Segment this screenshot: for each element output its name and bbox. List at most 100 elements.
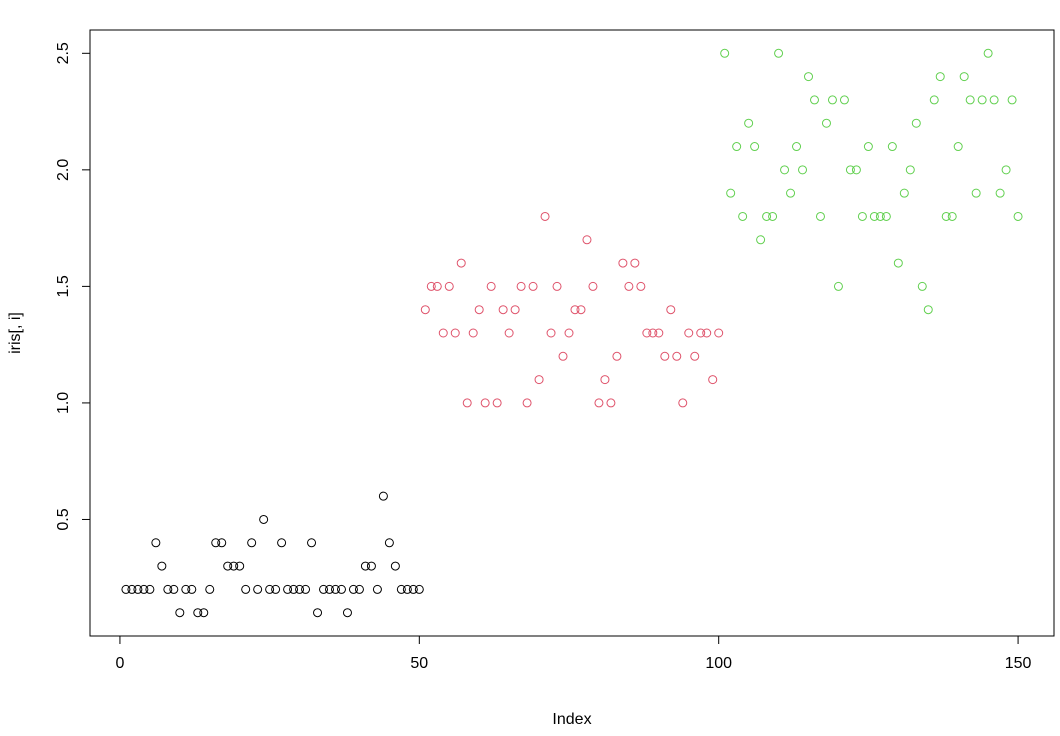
data-point	[821, 118, 831, 128]
data-point	[426, 281, 436, 291]
data-point	[863, 142, 873, 152]
data-point	[624, 281, 634, 291]
data-point	[1007, 95, 1017, 105]
data-point	[199, 608, 209, 618]
data-point	[474, 305, 484, 315]
data-point	[815, 211, 825, 221]
data-point	[319, 584, 329, 594]
data-point	[390, 561, 400, 571]
plot-frame	[89, 29, 1055, 637]
data-point	[450, 328, 460, 338]
data-point	[618, 258, 628, 268]
data-point	[642, 328, 652, 338]
data-point	[253, 584, 263, 594]
data-point	[354, 584, 364, 594]
data-point	[223, 561, 233, 571]
data-point	[959, 72, 969, 82]
data-point	[893, 258, 903, 268]
data-point	[564, 328, 574, 338]
y-tick-label: 2.0	[55, 159, 72, 181]
data-point	[696, 328, 706, 338]
data-point	[774, 48, 784, 58]
data-point	[444, 281, 454, 291]
data-point	[247, 538, 257, 548]
data-point	[558, 351, 568, 361]
series-3	[720, 48, 1023, 315]
data-point	[265, 584, 275, 594]
x-tick-label: 150	[1005, 655, 1032, 672]
data-point	[414, 584, 424, 594]
data-point	[839, 95, 849, 105]
data-point	[798, 165, 808, 175]
data-point	[630, 258, 640, 268]
data-point	[756, 235, 766, 245]
data-point	[408, 584, 418, 594]
data-point	[283, 584, 293, 594]
data-point	[804, 72, 814, 82]
x-tick-label: 50	[410, 655, 428, 672]
data-point	[905, 165, 915, 175]
data-point	[504, 328, 514, 338]
data-point	[486, 281, 496, 291]
data-point	[366, 561, 376, 571]
data-point	[720, 48, 730, 58]
data-point	[342, 608, 352, 618]
data-point	[336, 584, 346, 594]
x-axis: 0 50 100 150	[115, 635, 1032, 672]
data-point	[528, 281, 538, 291]
data-point	[714, 328, 724, 338]
data-point	[384, 538, 394, 548]
data-point	[540, 211, 550, 221]
data-point	[241, 584, 251, 594]
y-tick-label: 0.5	[55, 508, 72, 530]
data-point	[612, 351, 622, 361]
data-point	[744, 118, 754, 128]
y-axis: 0.5 1.0 1.5 2.0 2.5	[55, 42, 91, 531]
data-point	[187, 584, 197, 594]
data-point	[576, 305, 586, 315]
data-point	[582, 235, 592, 245]
y-tick-label: 1.5	[55, 275, 72, 297]
data-point	[648, 328, 658, 338]
data-point	[217, 538, 227, 548]
data-point	[899, 188, 909, 198]
data-point	[271, 584, 281, 594]
data-point	[480, 398, 490, 408]
data-point	[420, 305, 430, 315]
data-point	[600, 375, 610, 385]
data-point	[1013, 211, 1023, 221]
data-point	[881, 211, 891, 221]
data-point	[396, 584, 406, 594]
y-tick-label: 2.5	[55, 42, 72, 64]
data-point	[325, 584, 335, 594]
series-2	[420, 211, 724, 408]
data-point	[157, 561, 167, 571]
data-point	[845, 165, 855, 175]
data-point	[360, 561, 370, 571]
data-point	[606, 398, 616, 408]
data-point	[145, 584, 155, 594]
data-point	[929, 95, 939, 105]
data-point	[127, 584, 137, 594]
data-point	[738, 211, 748, 221]
data-point	[684, 328, 694, 338]
data-point	[869, 211, 879, 221]
data-point	[678, 398, 688, 408]
x-tick-label: 100	[705, 655, 732, 672]
data-point	[875, 211, 885, 221]
y-axis-label: iris[, i]	[7, 312, 24, 354]
data-point	[923, 305, 933, 315]
data-point	[762, 211, 772, 221]
data-point	[809, 95, 819, 105]
data-point	[378, 491, 388, 501]
data-point	[313, 608, 323, 618]
data-point	[971, 188, 981, 198]
data-point	[594, 398, 604, 408]
data-point	[534, 375, 544, 385]
data-point	[516, 281, 526, 291]
data-point	[827, 95, 837, 105]
data-point	[660, 351, 670, 361]
data-point	[941, 211, 951, 221]
data-point	[1001, 165, 1011, 175]
